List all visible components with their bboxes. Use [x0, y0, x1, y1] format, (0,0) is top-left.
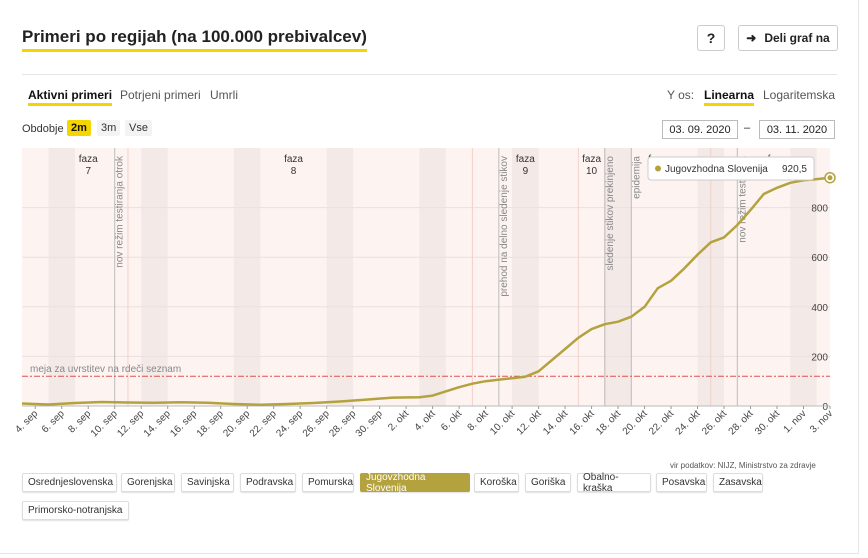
annotation-text: prehod na delno sledenje stikov	[499, 156, 510, 297]
phase-label: faza	[284, 154, 303, 165]
x-tick-label: 26. sep	[301, 408, 332, 439]
weekend-band	[326, 148, 354, 406]
series-line	[21, 176, 831, 407]
region-button[interactable]: Posavska	[656, 473, 707, 492]
x-tick-label: 4. okt	[413, 408, 438, 433]
date-to-input[interactable]: 03. 11. 2020	[759, 120, 835, 139]
y-tick-label: 600	[811, 253, 828, 264]
tooltip-series: Jugovzhodna Slovenija	[665, 164, 768, 175]
date-separator: –	[744, 122, 751, 134]
weekend-band	[141, 148, 168, 406]
tooltip-box	[647, 156, 815, 181]
x-tick-label: 14. okt	[541, 408, 570, 437]
x-tick-label: 2. okt	[386, 408, 411, 433]
x-tick-label: 16. sep	[168, 408, 199, 439]
x-tick-label: 24. okt	[674, 408, 703, 437]
x-tick-label: 30. sep	[354, 408, 385, 439]
x-tick-label: 10. okt	[488, 408, 517, 437]
annotation-text: nov režim testiranja	[737, 156, 748, 243]
y-tick-label: 200	[811, 352, 828, 363]
x-tick-label: 22. sep	[248, 408, 279, 439]
page-title: Primeri po regijah (na 100.000 prebivalc…	[22, 27, 367, 52]
y-axis-linear[interactable]: Linearna	[704, 88, 755, 106]
x-tick-label: 6. sep	[40, 408, 67, 435]
weekend-band	[790, 148, 817, 406]
region-button[interactable]: Obalno-kraška	[577, 472, 651, 494]
tab-confirmed-cases[interactable]: Potrjeni primeri	[120, 88, 201, 102]
share-icon: ➜	[746, 31, 757, 45]
x-tick-label: 30. okt	[753, 408, 782, 437]
tooltip-value: 920,5	[782, 164, 807, 175]
phase-number: 8	[291, 166, 297, 177]
phase-number: 7	[85, 166, 91, 177]
y-tick-label: 800	[811, 204, 828, 215]
phase-number: 10	[586, 166, 598, 177]
tooltip-swatch	[655, 165, 661, 172]
x-tick-label: 20. okt	[621, 408, 650, 437]
share-label: Deli graf na	[764, 31, 830, 45]
weekend-band	[419, 148, 446, 406]
weekend-band	[233, 148, 261, 406]
x-tick-label: 14. sep	[142, 408, 173, 439]
x-tick-label: 28. sep	[327, 408, 358, 439]
x-tick-label: 10. sep	[89, 408, 120, 439]
region-button[interactable]: Gorenjska	[121, 473, 175, 492]
period-all-button[interactable]: Vse	[125, 120, 152, 136]
date-from-input[interactable]: 03. 09. 2020	[662, 120, 738, 139]
period-label: Obdobje	[22, 123, 64, 135]
threshold-label: meja za uvrstitev na rdeči seznam	[30, 364, 181, 375]
region-button[interactable]: Podravska	[240, 473, 296, 492]
line-chart: 0200400600800faza7faza8faza9faza10fazafa…	[13, 148, 836, 439]
x-tick-label: 1. nov	[782, 408, 809, 435]
phase-number: 9	[523, 166, 529, 177]
region-button[interactable]: Pomurska	[302, 473, 354, 492]
weekend-band	[604, 148, 632, 406]
phase-label: faza	[516, 154, 535, 165]
phase-label: faza	[79, 154, 98, 165]
weekend-band	[48, 148, 75, 406]
x-tick-label: 6. okt	[439, 408, 464, 433]
share-button[interactable]: ➜ Deli graf na	[738, 25, 838, 51]
help-button[interactable]: ?	[697, 25, 725, 51]
x-tick-label: 26. okt	[700, 408, 729, 437]
region-button[interactable]: Savinjska	[181, 473, 234, 492]
x-tick-label: 12. okt	[515, 408, 544, 437]
y-axis-label: Y os:	[667, 88, 695, 102]
region-button[interactable]: Zasavska	[713, 473, 763, 492]
x-tick-label: 16. okt	[568, 408, 597, 437]
last-point	[827, 175, 833, 181]
x-tick-label: 20. sep	[221, 408, 252, 439]
region-button[interactable]: Osrednjeslovenska	[22, 473, 117, 492]
x-tick-label: 12. sep	[115, 408, 146, 439]
annotation-text: sledenje stikov prekinjeno	[605, 156, 616, 271]
x-tick-label: 24. sep	[274, 408, 305, 439]
x-tick-label: 22. okt	[647, 408, 676, 437]
phase-label: faza	[582, 154, 601, 165]
header-divider	[22, 74, 837, 75]
region-button[interactable]: Koroška	[474, 473, 519, 492]
period-2m-button[interactable]: 2m	[67, 120, 91, 136]
weekend-band	[512, 148, 539, 406]
region-button[interactable]: Jugovzhodna Slovenija	[360, 472, 470, 494]
data-source: vir podatkov: NIJZ, Ministrstvo za zdrav…	[670, 461, 816, 470]
annotation-text: nov režim testiranja otrok	[115, 155, 126, 268]
region-button[interactable]: Primorsko-notranjska	[22, 501, 129, 520]
period-3m-button[interactable]: 3m	[97, 120, 121, 136]
x-tick-label: 4. sep	[13, 408, 40, 435]
x-tick-label: 28. okt	[727, 408, 756, 437]
x-tick-label: 18. okt	[594, 408, 623, 437]
annotation-text: epidemija	[631, 156, 642, 199]
x-tick-label: 18. sep	[195, 408, 226, 439]
y-axis-log[interactable]: Logaritemska	[763, 88, 836, 102]
tab-active-cases[interactable]: Aktivni primeri	[28, 88, 113, 106]
region-button[interactable]: Goriška	[525, 473, 571, 492]
y-tick-label: 400	[811, 303, 828, 314]
tab-deaths[interactable]: Umrli	[210, 88, 238, 102]
y-tick-label: 0	[822, 402, 828, 413]
